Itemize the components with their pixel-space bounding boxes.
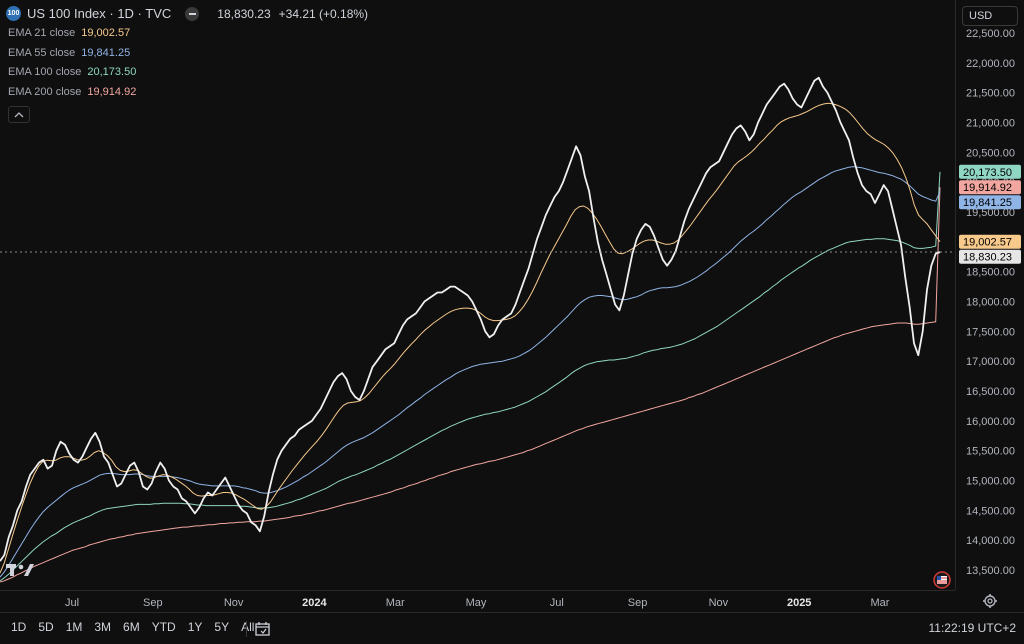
price-tick-label: 14,000.00 [966, 535, 1015, 547]
time-tick-label: Jul [65, 597, 79, 609]
time-tick-label: Nov [709, 597, 729, 609]
price-badge-label: 19,002.57 [963, 237, 1012, 249]
legend-value: 20,173.50 [87, 66, 137, 78]
series-line-ema-100-close[interactable] [0, 171, 941, 582]
tradingview-logo-icon[interactable] [6, 562, 38, 583]
timeframe-buttons: 1D 5D 1M 3M 6M YTD 1Y 5Y All [6, 620, 259, 634]
legend-ema200[interactable]: EMA 200 close 19,914.92 [8, 86, 136, 106]
price-tick-label: 18,500.00 [966, 267, 1015, 279]
symbol-logo-icon[interactable]: 100 [6, 6, 21, 21]
timeframe-3m[interactable]: 3M [94, 620, 112, 634]
timeframe-6m[interactable]: 6M [123, 620, 140, 634]
time-tick-label: May [466, 597, 487, 609]
time-tick-label: Mar [871, 597, 890, 609]
time-tick-label: Jul [550, 597, 564, 609]
price-badge[interactable]: 19,914.92 [959, 180, 1021, 195]
legend-ema55[interactable]: EMA 55 close 19,841.25 [8, 47, 136, 67]
series-line-us-100-index[interactable] [0, 76, 941, 562]
chevron-up-icon [14, 111, 24, 117]
chart-header: 100 US 100 Index · 1D · TVC 18,830.23 +3… [6, 6, 368, 21]
price-badge[interactable]: 19,002.57 [959, 234, 1021, 249]
timeframe-ytd[interactable]: YTD [151, 620, 176, 634]
time-tick-label: Nov [224, 597, 244, 609]
price-badge-label: 19,914.92 [963, 182, 1012, 194]
price-tick-label: 13,500.00 [966, 565, 1015, 577]
series-line-ema-21-close[interactable] [0, 102, 941, 574]
time-tick-label: Mar [386, 597, 405, 609]
date-range-calendar-icon[interactable] [254, 620, 272, 643]
legend-name: EMA 200 close [8, 85, 82, 98]
legend-name: EMA 100 close [8, 66, 82, 78]
price-tick-label: 19,500.00 [966, 207, 1015, 219]
indicator-legend: EMA 21 close 19,002.57 EMA 55 close 19,8… [8, 27, 136, 105]
legend-value: 19,002.57 [81, 27, 131, 39]
utc-clock[interactable]: 11:22:19 UTC+2 [928, 621, 1017, 635]
legend-value: 19,841.25 [81, 46, 131, 59]
last-price: 18,830.23 [217, 6, 271, 21]
time-tick-label: Sep [143, 597, 163, 609]
bottom-toolbar: 1D 5D 1M 3M 6M YTD 1Y 5Y All 11:22:19 UT… [0, 612, 1024, 644]
series-line-ema-55-close[interactable] [0, 166, 941, 578]
price-tick-label: 20,500.00 [966, 147, 1015, 159]
time-axis[interactable]: Jul Sep Nov 2024 Mar May Jul Sep Nov 2025 Mar [0, 590, 955, 613]
price-badge[interactable]: 20,173.50 [959, 164, 1021, 179]
collapse-legend-button[interactable] [8, 106, 30, 123]
timeframe-5d[interactable]: 5D [38, 620, 54, 634]
symbol-title[interactable]: US 100 Index · 1D · TVC [27, 6, 172, 21]
series-line-ema-200-close[interactable] [0, 187, 941, 583]
timeframe-all[interactable]: All [241, 620, 255, 634]
price-tick-label: 16,500.00 [966, 386, 1015, 398]
time-tick-label: 2024 [302, 597, 327, 609]
price-tick-label: 17,000.00 [966, 356, 1015, 368]
price-badge-label: 18,830.23 [963, 252, 1012, 264]
price-tick-label: 22,000.00 [966, 58, 1015, 70]
chart-pane[interactable]: 100 US 100 Index · 1D · TVC 18,830.23 +3… [0, 0, 955, 590]
legend-ema21[interactable]: EMA 21 close 19,002.57 [8, 27, 136, 47]
legend-name: EMA 55 close [8, 46, 76, 59]
timeframe-1d[interactable]: 1D [11, 620, 27, 634]
price-tick-label: 22,500.00 [966, 28, 1015, 40]
economic-event-icon[interactable] [932, 570, 952, 595]
hide-legend-button[interactable] [185, 6, 200, 21]
price-tick-label: 21,500.00 [966, 88, 1015, 100]
price-chart[interactable] [0, 0, 955, 590]
chart-settings-gear-icon[interactable] [982, 593, 998, 614]
price-badge[interactable]: 19,841.25 [959, 195, 1021, 210]
price-badge-label: 19,841.25 [963, 197, 1012, 209]
price-tick-label: 15,500.00 [966, 446, 1015, 458]
price-scale[interactable]: 22,500.00 22,000.00 21,500.00 21,000.00 20,5… [956, 0, 1024, 590]
legend-ema100[interactable]: EMA 100 close 20,173.50 [8, 66, 136, 86]
timeframe-1m[interactable]: 1M [65, 620, 83, 634]
price-axis[interactable]: 22,500.00 22,000.00 21,500.00 21,000.00 20,5… [955, 0, 1024, 590]
legend-value: 19,914.92 [87, 85, 137, 98]
price-tick-label: 15,000.00 [966, 476, 1015, 488]
price-tick-label: 14,500.00 [966, 505, 1015, 517]
time-scale[interactable]: Jul Sep Nov 2024 Mar May Jul Sep Nov 2025 Mar [0, 591, 955, 613]
currency-select[interactable]: USD [962, 6, 1018, 26]
legend-name: EMA 21 close [8, 27, 76, 39]
price-badge[interactable]: 18,830.23 [959, 249, 1021, 264]
toolbar-divider [246, 621, 247, 637]
timeframe-5y[interactable]: 5Y [214, 620, 230, 634]
price-tick-label: 21,000.00 [966, 117, 1015, 129]
price-badge-label: 20,173.50 [963, 167, 1012, 179]
price-change: +34.21 (+0.18%) [278, 6, 369, 21]
price-tick-label: 16,000.00 [966, 416, 1015, 428]
price-tick-label: 17,500.00 [966, 326, 1015, 338]
time-tick-label: 2025 [787, 597, 811, 609]
time-tick-label: Sep [628, 597, 648, 609]
timeframe-1y[interactable]: 1Y [187, 620, 203, 634]
price-tick-label: 18,000.00 [966, 297, 1015, 309]
